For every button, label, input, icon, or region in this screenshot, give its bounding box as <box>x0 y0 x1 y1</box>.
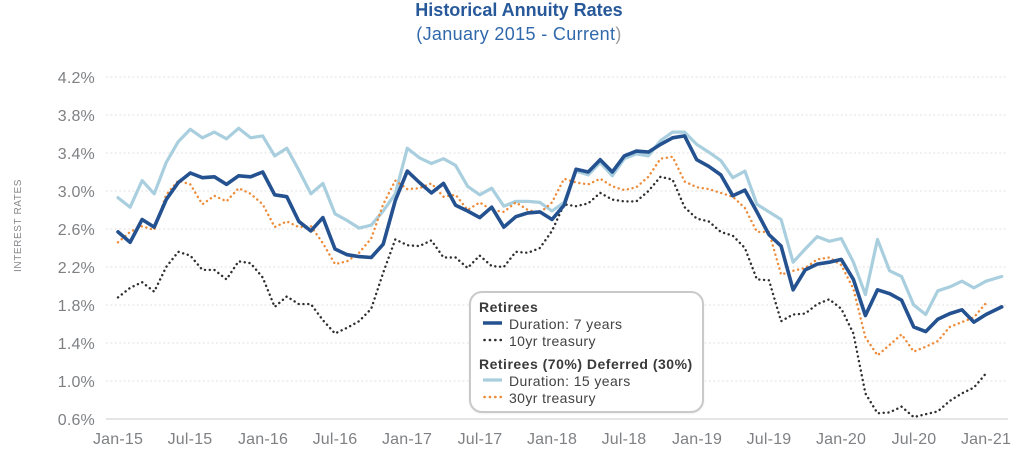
svg-text:0.6%: 0.6% <box>58 412 95 429</box>
svg-text:1.4%: 1.4% <box>58 336 95 353</box>
svg-text:Jul-19: Jul-19 <box>747 431 792 448</box>
svg-text:Jan-15: Jan-15 <box>93 431 143 448</box>
svg-text:Jan-20: Jan-20 <box>816 431 866 448</box>
svg-text:Jul-15: Jul-15 <box>168 431 213 448</box>
svg-text:1.0%: 1.0% <box>58 374 95 391</box>
svg-text:3.8%: 3.8% <box>58 108 95 125</box>
svg-text:Jan-16: Jan-16 <box>238 431 288 448</box>
svg-text:3.0%: 3.0% <box>58 184 95 201</box>
svg-text:Jan-17: Jan-17 <box>382 431 432 448</box>
svg-text:2.2%: 2.2% <box>58 260 95 277</box>
svg-text:1.8%: 1.8% <box>58 298 95 315</box>
svg-text:Jul-20: Jul-20 <box>892 431 937 448</box>
svg-text:Jul-16: Jul-16 <box>313 431 358 448</box>
svg-text:Jul-18: Jul-18 <box>602 431 647 448</box>
svg-text:Jan-21: Jan-21 <box>961 431 1011 448</box>
svg-text:4.2%: 4.2% <box>58 70 95 87</box>
svg-text:3.4%: 3.4% <box>58 146 95 163</box>
svg-text:2.6%: 2.6% <box>58 222 95 239</box>
svg-text:Jan-18: Jan-18 <box>527 431 577 448</box>
svg-text:Jan-19: Jan-19 <box>672 431 722 448</box>
svg-text:Jul-17: Jul-17 <box>458 431 503 448</box>
